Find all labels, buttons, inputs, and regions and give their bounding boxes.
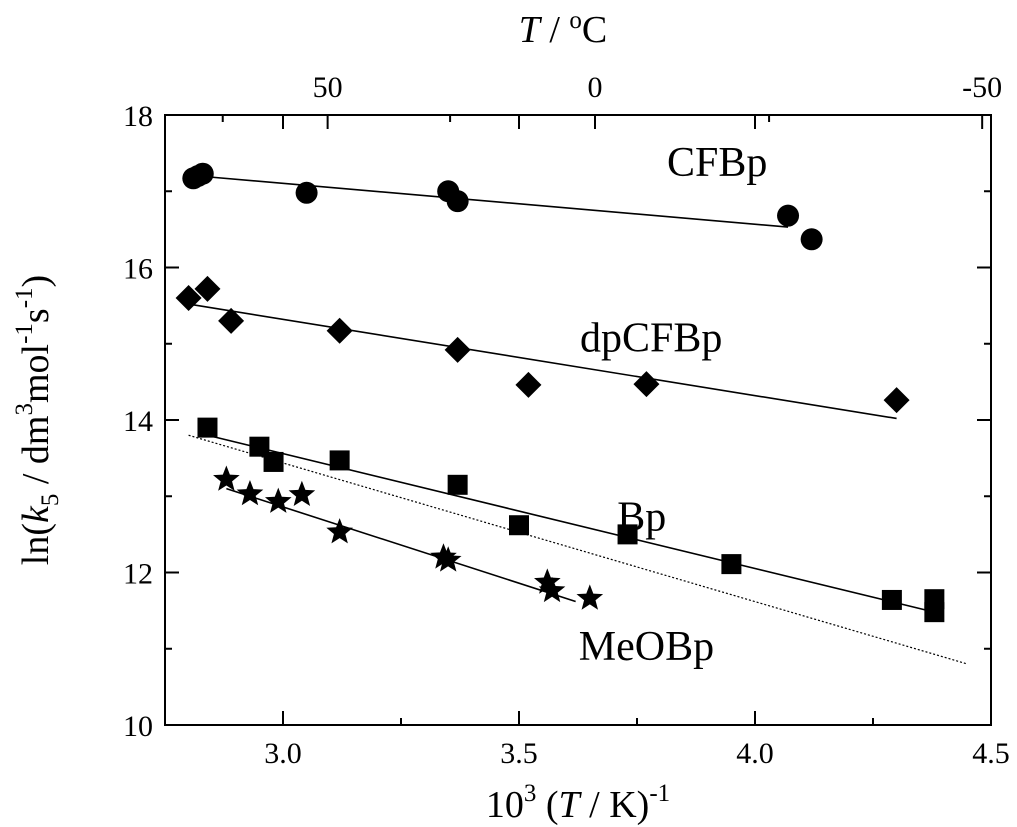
point-CFBp [800, 228, 823, 251]
point-MeOBp [326, 518, 353, 544]
axis-ticks: 3.0 3.5 4.0 4.5 10 12 14 16 18 50 0 -50 [123, 71, 1010, 770]
y-tick-label: 18 [123, 100, 153, 133]
point-MeOBp [288, 480, 316, 507]
point-Bp [329, 450, 350, 471]
y-tick-label: 14 [123, 405, 153, 438]
x-tick-label: 3.0 [264, 737, 302, 770]
point-MeOBp [213, 465, 240, 491]
y-tick-label: 10 [123, 710, 153, 743]
y-tick-label: 12 [123, 558, 153, 591]
top-tick-label: 50 [313, 71, 343, 104]
series-label-MeOBp: MeOBp [579, 624, 714, 670]
top-tick-label: 0 [587, 71, 602, 104]
point-MeOBp [434, 546, 462, 572]
y-tick-label: 16 [123, 253, 153, 286]
point-CFBp [777, 204, 800, 227]
point-Bp [197, 417, 218, 438]
top-axis-label: T / oC [519, 7, 608, 51]
fit-lines [188, 175, 968, 665]
x-tick-label: 4.0 [736, 737, 774, 770]
point-dpCFBp [515, 371, 542, 398]
point-dpCFBp [326, 317, 353, 344]
point-MeOBp [576, 584, 604, 610]
x-axis-label: 103 (T / K)-1 [486, 780, 670, 826]
series-annotations: CFBp dpCFBp Bp MeOBp [579, 140, 768, 670]
point-Bp [617, 524, 638, 545]
point-dpCFBp [444, 336, 471, 363]
point-CFBp [295, 181, 318, 204]
point-Bp [263, 451, 284, 472]
point-Bp [249, 436, 270, 457]
point-MeOBp [538, 576, 566, 603]
point-MeOBp [236, 479, 264, 506]
point-MeOBp [534, 568, 561, 594]
fit-line-Bp [207, 434, 935, 613]
series-label-Bp: Bp [617, 495, 666, 541]
y-axis-label: ln(k5 / dm3mol-1s-1) [11, 275, 64, 565]
point-MeOBp [264, 487, 292, 513]
x-tick-label: 3.5 [500, 737, 538, 770]
point-dpCFBp [175, 285, 202, 311]
point-Bp [509, 515, 529, 536]
point-dpCFBp [883, 387, 910, 414]
point-Bp [881, 589, 902, 610]
top-tick-label: -50 [962, 71, 1002, 104]
point-Bp [924, 602, 945, 623]
point-dpCFBp [633, 371, 660, 398]
point-Bp [721, 554, 742, 575]
reference-dotted-line [188, 434, 968, 665]
data-markers [175, 162, 945, 623]
point-CFBp [191, 162, 214, 185]
x-tick-label: 4.5 [972, 737, 1010, 770]
fit-line-CFBp [197, 175, 789, 228]
fit-line-dpCFBp [188, 303, 897, 420]
point-dpCFBp [218, 307, 245, 334]
point-CFBp [446, 190, 469, 213]
point-dpCFBp [194, 275, 221, 302]
point-Bp [447, 474, 468, 495]
series-label-CFBp: CFBp [667, 140, 767, 186]
series-label-dpCFBp: dpCFBp [580, 315, 722, 361]
